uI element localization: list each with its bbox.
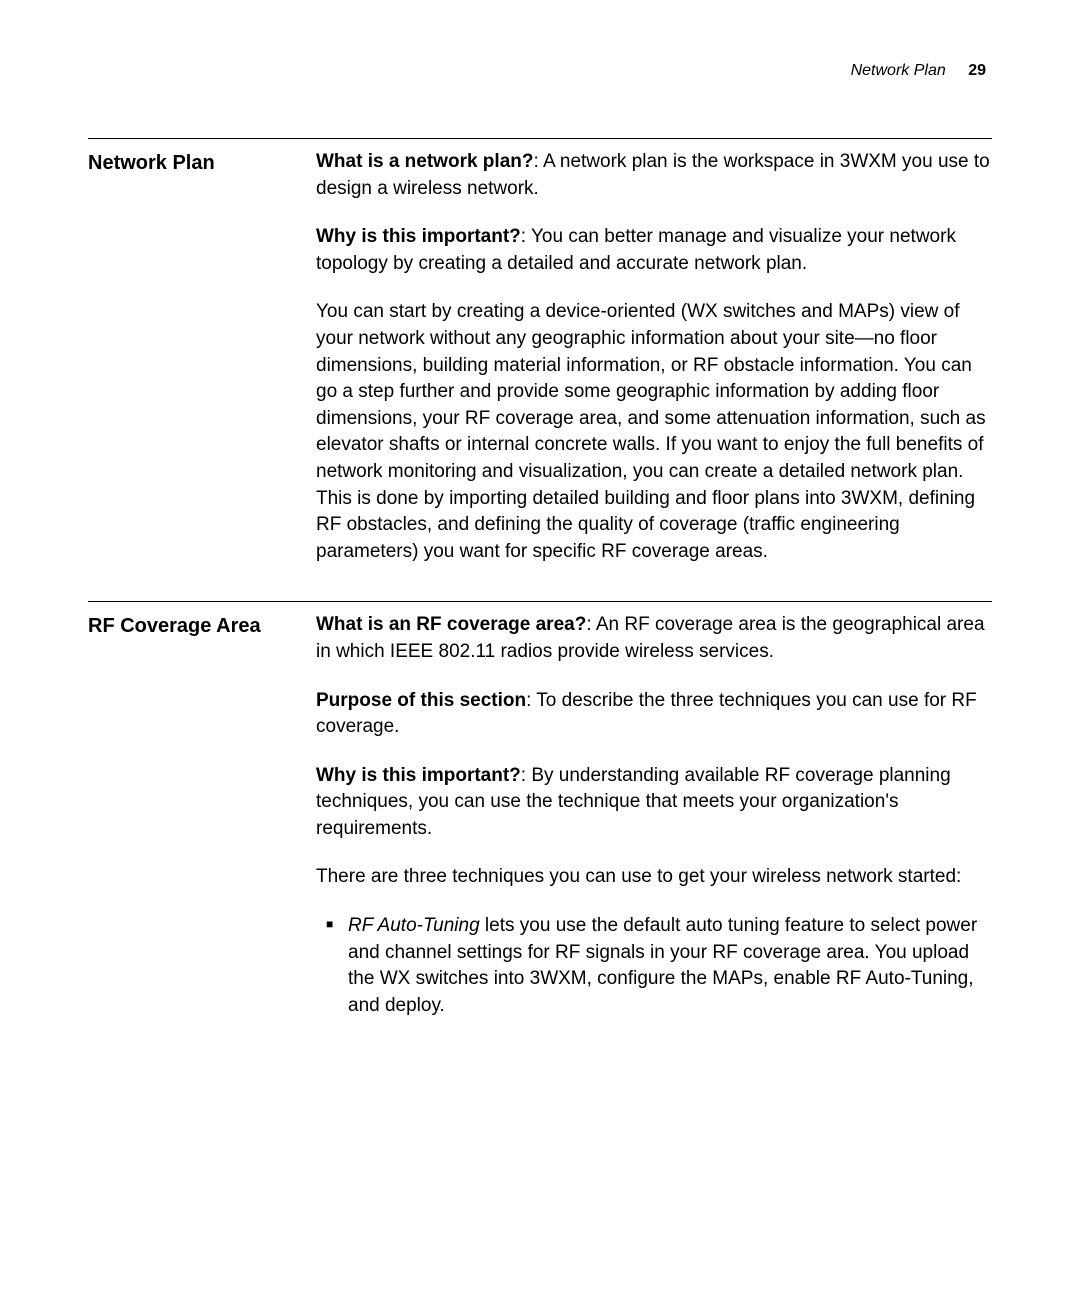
paragraph: What is an RF coverage area?: An RF cove… (316, 612, 992, 665)
bullet-marker-icon: ■ (326, 913, 348, 1019)
section-rf-coverage: RF Coverage Area What is an RF coverage … (88, 601, 992, 1041)
section-heading: RF Coverage Area (88, 612, 316, 1041)
paragraph: Why is this important?: You can better m… (316, 224, 992, 277)
paragraph: You can start by creating a device-orien… (316, 299, 992, 565)
page-header: Network Plan 29 (88, 62, 992, 80)
lead-text: Purpose of this section (316, 690, 526, 711)
bullet-item: ■ RF Auto-Tuning lets you use the defaul… (316, 913, 992, 1019)
lead-text: Why is this important? (316, 226, 521, 247)
lead-text: What is an RF coverage area? (316, 614, 586, 635)
body-text: There are three techniques you can use t… (316, 866, 961, 887)
section-body: What is an RF coverage area?: An RF cove… (316, 612, 992, 1041)
section-heading: Network Plan (88, 149, 316, 565)
header-title: Network Plan (851, 62, 946, 79)
body-text: You can start by creating a device-orien… (316, 301, 986, 561)
paragraph: Purpose of this section: To describe the… (316, 688, 992, 741)
bullet-italic-lead: RF Auto-Tuning (348, 915, 480, 936)
lead-text: What is a network plan? (316, 151, 533, 172)
section-network-plan: Network Plan What is a network plan?: A … (88, 138, 992, 565)
paragraph: What is a network plan?: A network plan … (316, 149, 992, 202)
bullet-text: RF Auto-Tuning lets you use the default … (348, 913, 992, 1019)
paragraph: There are three techniques you can use t… (316, 864, 992, 891)
lead-text: Why is this important? (316, 765, 521, 786)
paragraph: Why is this important?: By understanding… (316, 763, 992, 843)
section-body: What is a network plan?: A network plan … (316, 149, 992, 565)
page-number: 29 (968, 62, 986, 79)
